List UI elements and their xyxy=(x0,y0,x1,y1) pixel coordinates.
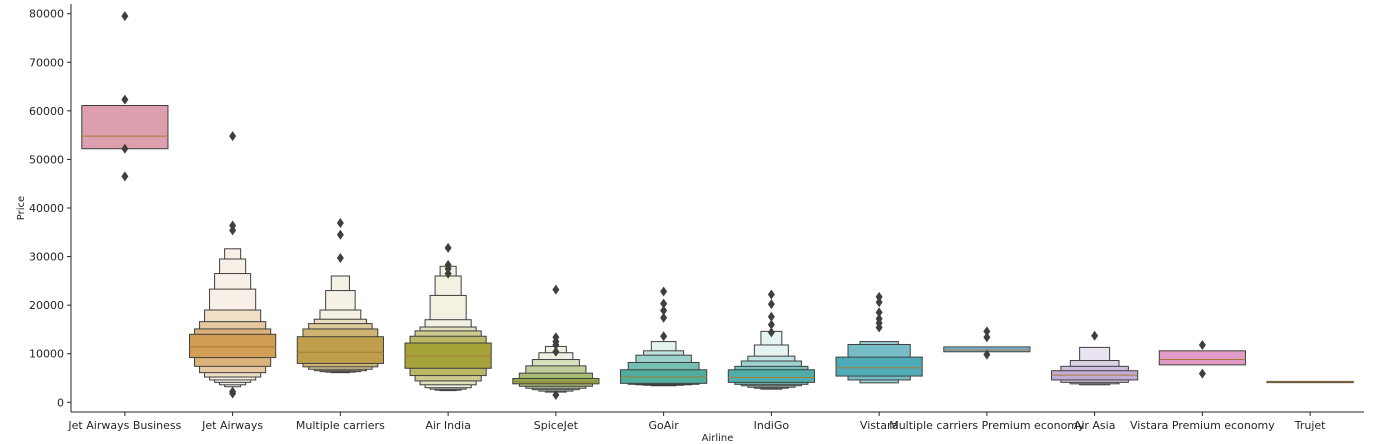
box-level xyxy=(189,333,277,359)
box-level xyxy=(296,336,384,364)
x-tick-label: Jet Airways xyxy=(201,419,263,432)
y-tick-label: 60000 xyxy=(29,105,64,118)
box-group xyxy=(81,11,169,182)
y-tick-label: 30000 xyxy=(29,251,64,264)
box-level xyxy=(81,105,169,150)
outlier-point xyxy=(767,299,775,310)
outlier-point xyxy=(336,218,344,229)
outlier-point xyxy=(660,331,668,342)
x-tick-label: IndiGo xyxy=(754,419,790,432)
x-tick-label: Air India xyxy=(425,419,471,432)
outlier-point xyxy=(983,326,991,337)
outlier-point xyxy=(875,307,883,318)
outlier-point xyxy=(1198,368,1206,379)
y-tick-label: 0 xyxy=(57,396,64,409)
x-tick-label: Multiple carriers Premium economy xyxy=(889,419,1085,432)
box-group xyxy=(620,286,708,387)
outlier-point xyxy=(767,327,775,338)
outlier-point xyxy=(660,305,668,316)
x-tick-label: Vistara xyxy=(860,419,898,432)
box-level xyxy=(835,356,923,377)
outlier-point xyxy=(229,225,237,236)
outlier-point xyxy=(660,312,668,323)
box-level xyxy=(512,377,600,385)
box-level xyxy=(1158,350,1246,366)
outlier-point xyxy=(767,311,775,322)
y-tick-label: 70000 xyxy=(29,56,64,69)
plot-area: 0 10000 20000 30000 40000 50000 60000 70000 8000… xyxy=(29,4,1364,432)
outlier-point xyxy=(983,332,991,343)
outlier-point xyxy=(983,349,991,360)
outlier-point xyxy=(660,298,668,309)
outlier-point xyxy=(229,131,237,142)
outlier-point xyxy=(660,286,668,297)
outlier-point xyxy=(875,291,883,302)
outlier-point xyxy=(552,390,560,400)
outlier-point xyxy=(121,143,129,154)
outlier-point xyxy=(121,11,129,22)
x-tick-label: Air Asia xyxy=(1074,419,1116,432)
x-tick-label: Jet Airways Business xyxy=(67,419,181,432)
x-tick-label: Vistara Premium economy xyxy=(1130,419,1275,432)
box-group xyxy=(404,242,492,392)
outlier-point xyxy=(121,171,129,182)
outlier-point xyxy=(444,242,452,253)
box-group xyxy=(296,218,384,374)
x-axis-label: Airline xyxy=(702,433,734,444)
outlier-point xyxy=(875,297,883,308)
y-tick-label: 10000 xyxy=(29,348,64,361)
outlier-point xyxy=(444,268,452,279)
box-group xyxy=(835,291,923,384)
y-tick-label: 80000 xyxy=(29,8,64,21)
box-level xyxy=(727,369,815,383)
box-group xyxy=(1051,330,1139,386)
outlier-point xyxy=(229,388,237,399)
outlier-point xyxy=(552,346,560,357)
box-group xyxy=(189,131,277,399)
outlier-point xyxy=(1091,330,1099,341)
box-group xyxy=(1266,380,1354,384)
outlier-point xyxy=(767,289,775,300)
outlier-point xyxy=(121,94,129,105)
box-group xyxy=(1158,339,1246,379)
outlier-point xyxy=(1198,339,1206,350)
x-tick-label: GoAir xyxy=(648,419,679,432)
outlier-point xyxy=(336,229,344,240)
y-tick-label: 40000 xyxy=(29,202,64,215)
outlier-point xyxy=(767,319,775,330)
x-tick-label: SpiceJet xyxy=(534,419,579,432)
x-tick-label: Trujet xyxy=(1294,419,1326,432)
y-tick-label: 50000 xyxy=(29,153,64,166)
box-group xyxy=(943,326,1031,360)
box-group xyxy=(727,289,815,390)
y-axis-label: Price xyxy=(16,196,27,220)
outlier-point xyxy=(552,284,560,295)
outlier-point xyxy=(336,253,344,264)
outlier-point xyxy=(552,339,560,350)
y-tick-label: 20000 xyxy=(29,299,64,312)
x-tick-label: Multiple carriers xyxy=(296,419,385,432)
outlier-point xyxy=(875,322,883,333)
box-group xyxy=(512,284,600,400)
